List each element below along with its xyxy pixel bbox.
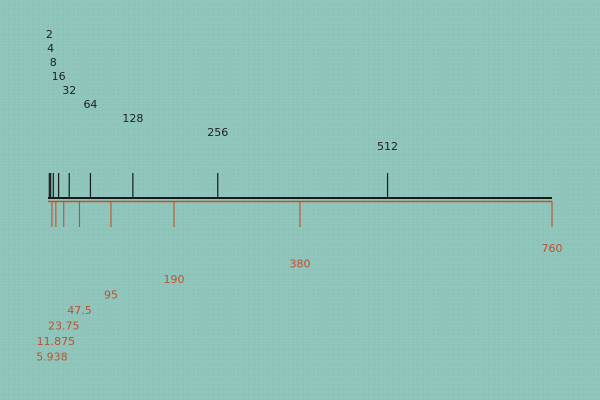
upper-scale-ticks <box>48 173 389 198</box>
lower-label-47.5: 47.5 <box>67 304 92 317</box>
lower-label-5.938: 5.938 <box>36 351 68 364</box>
lower-label-23.75: 23.75 <box>48 320 80 333</box>
upper-label-128: 128 <box>122 112 143 125</box>
upper-label-64: 64 <box>83 98 97 111</box>
lower-label-760: 760 <box>542 242 563 255</box>
upper-label-256: 256 <box>207 126 228 139</box>
lower-label-95: 95 <box>104 289 118 302</box>
lower-scale-labels: 5.938 11.875 23.75 47.5 95 190 380 760 <box>36 242 562 364</box>
upper-label-512: 512 <box>377 140 398 153</box>
lower-scale-ticks <box>51 201 553 227</box>
upper-label-4: 4 <box>47 42 54 55</box>
lower-label-380: 380 <box>290 258 311 271</box>
upper-label-2: 2 <box>46 28 53 41</box>
lower-label-190: 190 <box>164 273 185 286</box>
upper-label-8: 8 <box>50 56 57 69</box>
upper-label-16: 16 <box>52 70 66 83</box>
upper-label-32: 32 <box>62 84 76 97</box>
lower-label-11.875: 11.875 <box>37 335 76 348</box>
